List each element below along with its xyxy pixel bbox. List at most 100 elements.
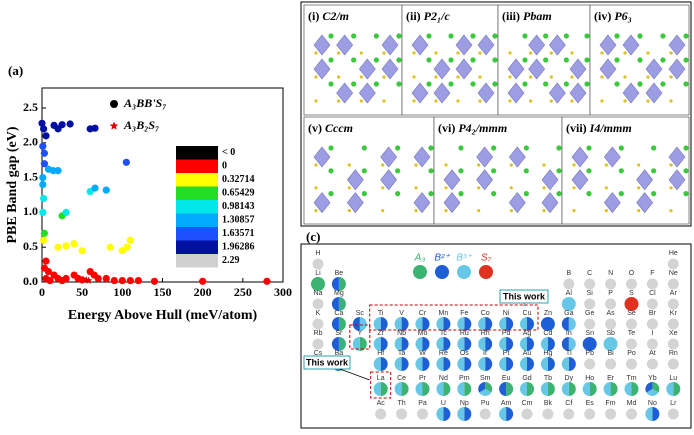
element-slice <box>436 407 444 421</box>
polyhedron <box>477 34 495 56</box>
element-slice <box>415 382 423 396</box>
atom <box>361 168 367 174</box>
element-slice <box>520 337 527 351</box>
atom <box>477 186 481 190</box>
element-slice <box>527 317 534 331</box>
polyhedron <box>443 192 461 214</box>
structure-label: (i) C2/m <box>308 9 349 23</box>
element-circle <box>626 408 637 420</box>
element-slice <box>485 337 493 351</box>
colorbar-swatch <box>176 146 218 160</box>
element-slice <box>568 317 576 331</box>
element-slice <box>520 382 527 396</box>
element-symbol: As <box>607 310 616 317</box>
element-circle <box>667 278 679 290</box>
atom <box>637 163 641 167</box>
data-point <box>106 243 114 251</box>
element-symbol: Br <box>649 310 657 317</box>
data-point <box>66 120 74 128</box>
element-slice <box>568 382 576 396</box>
element-circle <box>626 318 637 330</box>
polyhedron <box>358 58 376 80</box>
element-slice <box>338 317 346 331</box>
element-slice <box>436 357 444 371</box>
element-symbol: Be <box>335 270 344 277</box>
data-point <box>126 236 134 244</box>
atom <box>373 33 379 39</box>
atom <box>522 33 528 39</box>
atom <box>456 75 460 79</box>
colorbar-swatch <box>176 186 218 200</box>
atom <box>646 75 650 79</box>
legend-label: S₇ <box>481 253 492 264</box>
atom <box>600 51 604 55</box>
polyhedron <box>599 58 617 80</box>
legend-marker <box>479 265 493 279</box>
space-group: Pbam <box>523 9 552 23</box>
atom <box>351 57 357 63</box>
element-slice <box>401 382 409 396</box>
polyhedron <box>571 146 589 168</box>
atom <box>600 99 604 103</box>
element-slice <box>540 337 548 351</box>
colorbar-label: 0.98143 <box>222 201 255 212</box>
atom <box>669 99 673 103</box>
colorbar-swatch <box>176 173 218 187</box>
atom <box>314 163 318 167</box>
element-symbol: Yb <box>648 375 657 382</box>
atom <box>508 99 512 103</box>
element-symbol: In <box>566 330 572 337</box>
element-slice <box>478 382 486 393</box>
highlight-box <box>349 324 371 350</box>
data-point <box>40 125 48 133</box>
element-circle <box>479 408 491 420</box>
element-circle <box>312 298 324 310</box>
atom <box>563 81 569 87</box>
element-slice <box>338 337 346 351</box>
element-slice <box>561 337 569 351</box>
element-symbol: He <box>669 250 678 257</box>
polyhedron <box>528 58 546 80</box>
element-symbol: Pd <box>502 330 511 337</box>
atom <box>623 99 627 103</box>
polyhedron <box>668 146 686 168</box>
polyhedron <box>668 169 686 191</box>
data-point <box>62 208 70 216</box>
polyhedron <box>508 192 526 214</box>
element-symbol: Rh <box>481 330 490 337</box>
atom <box>669 51 673 55</box>
data-point <box>126 277 134 285</box>
element-symbol: Fm <box>606 400 616 407</box>
note: This work <box>503 291 546 301</box>
data-point <box>39 174 47 182</box>
element-slice <box>547 337 555 351</box>
atom <box>669 209 673 213</box>
atom <box>523 145 529 151</box>
atom <box>491 145 497 151</box>
element-slice <box>331 297 339 311</box>
structure-label: (iv) P6₃ <box>594 9 632 23</box>
element-slice <box>631 382 639 396</box>
atom <box>414 186 418 190</box>
element-symbol: Hf <box>377 350 384 357</box>
atom <box>523 191 529 197</box>
element-symbol: Dy <box>565 375 574 382</box>
polyhedron <box>411 82 429 104</box>
atom <box>412 51 416 55</box>
element-slice <box>401 337 409 351</box>
polyhedron <box>433 82 451 104</box>
atom <box>508 51 512 55</box>
element-circle <box>605 298 617 310</box>
colorbar-label: 2.29 <box>222 255 240 266</box>
atom <box>570 75 574 79</box>
polyhedron <box>603 146 621 168</box>
y-tick-label: 1.5 <box>23 169 38 183</box>
atom <box>434 99 438 103</box>
panel-label: (a) <box>8 63 23 78</box>
legend-marker <box>110 100 118 108</box>
atom <box>491 168 497 174</box>
element-symbol: Sr <box>335 330 343 337</box>
polyhedron <box>541 192 559 214</box>
atom <box>359 99 363 103</box>
element-slice <box>464 357 472 371</box>
